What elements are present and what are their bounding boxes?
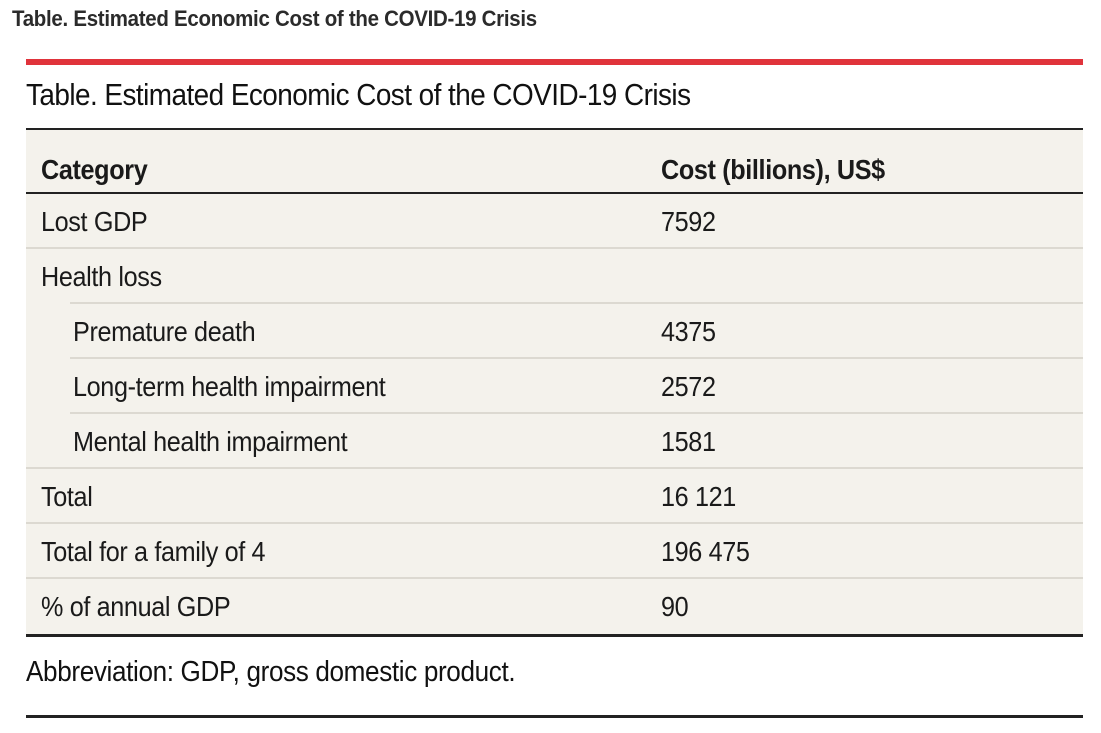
table-footnote: Abbreviation: GDP, gross domestic produc…	[26, 656, 516, 688]
table-row: Total for a family of 4 196 475	[26, 524, 1083, 579]
column-header-category: Category	[41, 154, 148, 185]
row-category: Total for a family of 4	[41, 535, 266, 567]
table-header-row: Category Cost (billions), US$	[26, 130, 1083, 194]
row-category: Lost GDP	[41, 205, 148, 237]
table-row: % of annual GDP 90	[26, 579, 1083, 634]
row-category: Mental health impairment	[73, 425, 348, 457]
bottom-rule	[26, 715, 1083, 718]
row-divider	[26, 247, 1083, 249]
table-row: Lost GDP 7592	[26, 194, 1083, 249]
table-row: Premature death 4375	[26, 304, 1083, 359]
table-title: Table. Estimated Economic Cost of the CO…	[26, 77, 691, 112]
row-divider	[26, 522, 1083, 524]
row-cost: 1581	[661, 425, 716, 457]
row-divider	[70, 412, 1083, 414]
row-cost: 2572	[661, 370, 716, 402]
table-row: Total 16 121	[26, 469, 1083, 524]
table-row: Mental health impairment 1581	[26, 414, 1083, 469]
row-cost: 16 121	[661, 480, 736, 512]
column-header-cost: Cost (billions), US$	[661, 154, 885, 185]
row-category: Total	[41, 480, 93, 512]
accent-bar	[26, 59, 1083, 65]
row-divider	[70, 302, 1083, 304]
row-category: Long-term health impairment	[73, 370, 386, 402]
row-category: Health loss	[41, 260, 162, 292]
page-caption: Table. Estimated Economic Cost of the CO…	[12, 6, 537, 31]
row-category: Premature death	[73, 315, 256, 347]
row-category: % of annual GDP	[41, 590, 231, 622]
row-divider	[70, 357, 1083, 359]
cost-table: Category Cost (billions), US$ Lost GDP 7…	[26, 128, 1083, 637]
row-divider	[26, 467, 1083, 469]
row-cost: 4375	[661, 315, 716, 347]
row-cost: 90	[661, 590, 689, 622]
row-cost: 196 475	[661, 535, 750, 567]
row-cost: 7592	[661, 205, 716, 237]
table-row: Health loss	[26, 249, 1083, 304]
row-divider	[26, 577, 1083, 579]
table-row: Long-term health impairment 2572	[26, 359, 1083, 414]
